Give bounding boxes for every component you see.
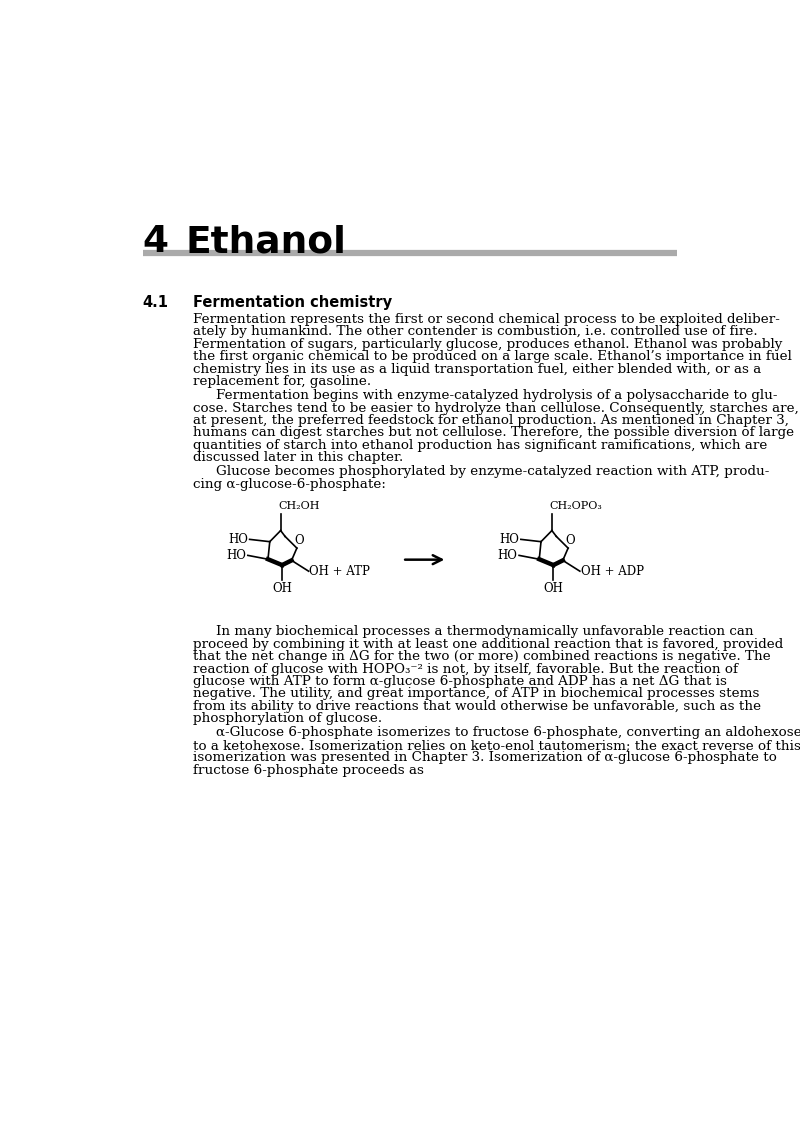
Text: chemistry lies in its use as a liquid transportation fuel, either blended with, : chemistry lies in its use as a liquid tr… bbox=[193, 362, 762, 376]
Text: humans can digest starches but not cellulose. Therefore, the possible diversion : humans can digest starches but not cellu… bbox=[193, 426, 794, 440]
Text: HO: HO bbox=[228, 533, 248, 546]
Text: the first organic chemical to be produced on a large scale. Ethanol’s importance: the first organic chemical to be produce… bbox=[193, 350, 792, 364]
Text: In many biochemical processes a thermodynamically unfavorable reaction can: In many biochemical processes a thermody… bbox=[216, 625, 754, 638]
Text: ately by humankind. The other contender is combustion, i.e. controlled use of fi: ately by humankind. The other contender … bbox=[193, 325, 758, 339]
Text: HO: HO bbox=[226, 549, 246, 562]
Text: quantities of starch into ethanol production has significant ramifications, whic: quantities of starch into ethanol produc… bbox=[193, 438, 767, 452]
Text: CH₂OPO₃: CH₂OPO₃ bbox=[550, 501, 602, 511]
Text: isomerization was presented in Chapter 3. Isomerization of α-glucose 6-phosphate: isomerization was presented in Chapter 3… bbox=[193, 751, 777, 765]
Text: cing α-glucose-6-phosphate:: cing α-glucose-6-phosphate: bbox=[193, 478, 386, 491]
Text: HO: HO bbox=[499, 533, 519, 546]
Text: discussed later in this chapter.: discussed later in this chapter. bbox=[193, 451, 403, 465]
Text: OH: OH bbox=[543, 582, 563, 595]
Text: HO: HO bbox=[498, 549, 518, 562]
Text: OH + ATP: OH + ATP bbox=[310, 565, 370, 578]
Text: 4.1: 4.1 bbox=[142, 295, 169, 310]
Text: from its ability to drive reactions that would otherwise be unfavorable, such as: from its ability to drive reactions that… bbox=[193, 700, 761, 713]
Text: Fermentation of sugars, particularly glucose, produces ethanol. Ethanol was prob: Fermentation of sugars, particularly glu… bbox=[193, 337, 782, 351]
Text: CH₂OH: CH₂OH bbox=[278, 501, 320, 511]
Text: to a ketohexose. Isomerization relies on keto-enol tautomerism; the exact revers: to a ketohexose. Isomerization relies on… bbox=[193, 738, 800, 752]
Text: proceed by combining it with at least one additional reaction that is favored, p: proceed by combining it with at least on… bbox=[193, 637, 783, 651]
Text: OH: OH bbox=[272, 582, 292, 595]
Text: reaction of glucose with HOPO₃⁻² is not, by itself, favorable. But the reaction : reaction of glucose with HOPO₃⁻² is not,… bbox=[193, 662, 738, 676]
Text: 4: 4 bbox=[142, 224, 169, 260]
Text: O: O bbox=[294, 534, 304, 548]
Text: cose. Starches tend to be easier to hydrolyze than cellulose. Consequently, star: cose. Starches tend to be easier to hydr… bbox=[193, 401, 799, 415]
Text: glucose with ATP to form α-glucose 6-phosphate and ADP has a net ΔG that is: glucose with ATP to form α-glucose 6-pho… bbox=[193, 675, 727, 688]
Text: Fermentation chemistry: Fermentation chemistry bbox=[193, 295, 392, 310]
Text: Glucose becomes phosphorylated by enzyme-catalyzed reaction with ATP, produ-: Glucose becomes phosphorylated by enzyme… bbox=[216, 466, 770, 478]
Text: fructose 6-phosphate proceeds as: fructose 6-phosphate proceeds as bbox=[193, 763, 424, 777]
Text: Fermentation represents the first or second chemical process to be exploited del: Fermentation represents the first or sec… bbox=[193, 312, 780, 326]
Text: OH + ADP: OH + ADP bbox=[581, 565, 644, 578]
Text: negative. The utility, and great importance, of ATP in biochemical processes ste: negative. The utility, and great importa… bbox=[193, 687, 759, 701]
Text: O: O bbox=[566, 534, 575, 548]
Text: α-Glucose 6-phosphate isomerizes to fructose 6-phosphate, converting an aldohexo: α-Glucose 6-phosphate isomerizes to fruc… bbox=[216, 726, 800, 740]
Text: phosphorylation of glucose.: phosphorylation of glucose. bbox=[193, 712, 382, 726]
Text: Fermentation begins with enzyme-catalyzed hydrolysis of a polysaccharide to glu-: Fermentation begins with enzyme-catalyze… bbox=[216, 389, 778, 402]
Text: replacement for, gasoline.: replacement for, gasoline. bbox=[193, 375, 371, 389]
Text: at present, the preferred feedstock for ethanol production. As mentioned in Chap: at present, the preferred feedstock for … bbox=[193, 414, 789, 427]
Text: that the net change in ΔG for the two (or more) combined reactions is negative. : that the net change in ΔG for the two (o… bbox=[193, 650, 770, 663]
Text: Ethanol: Ethanol bbox=[186, 224, 346, 260]
